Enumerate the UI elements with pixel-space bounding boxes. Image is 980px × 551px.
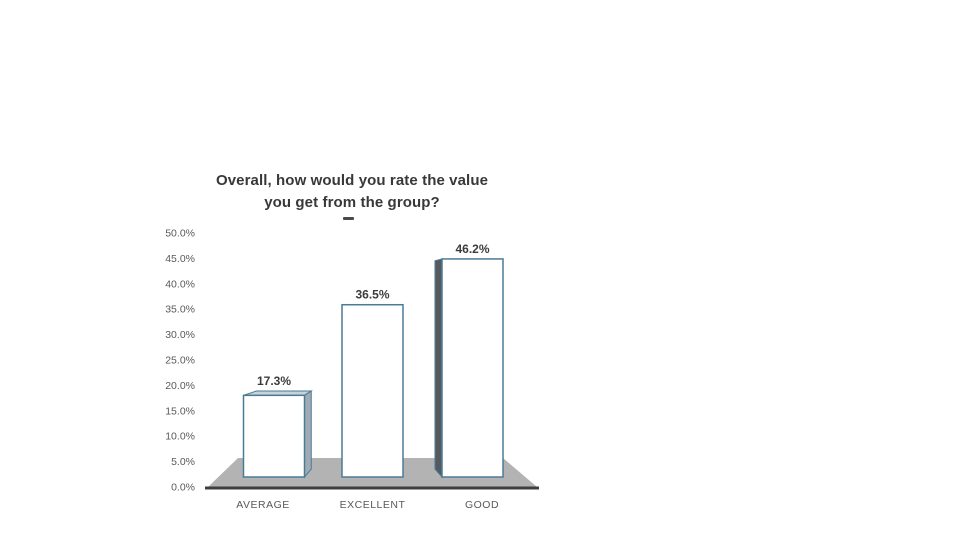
bar-excellent <box>341 303 404 478</box>
bar-side-face <box>434 258 443 479</box>
bar-good <box>441 258 504 478</box>
bar-average <box>242 394 306 478</box>
chart-title-line-2: you get from the group? <box>264 194 440 211</box>
bar-side-face <box>304 390 312 479</box>
y-axis-tick-label: 45.0% <box>165 253 195 265</box>
chart-title-line-1: Overall, how would you rate the value <box>215 172 489 189</box>
y-axis-tick-label: 50.0% <box>165 228 195 240</box>
y-axis-tick-label: 0.0% <box>171 482 195 494</box>
y-axis-tick-label: 30.0% <box>165 329 195 341</box>
bar-data-label: 17.3% <box>257 374 291 388</box>
title-dash <box>343 217 354 220</box>
x-axis-category-label: GOOD <box>465 499 499 511</box>
y-axis-tick-label: 35.0% <box>165 304 195 316</box>
y-axis-tick-label: 25.0% <box>165 355 195 367</box>
x-axis-category-label: EXCELLENT <box>340 499 406 511</box>
y-axis-tick-label: 40.0% <box>165 278 195 290</box>
y-axis-tick-label: 20.0% <box>165 380 195 392</box>
y-axis-tick-label: 5.0% <box>171 456 195 468</box>
y-axis-tick-label: 10.0% <box>165 431 195 443</box>
bar-data-label: 36.5% <box>355 288 389 302</box>
x-axis-category-label: AVERAGE <box>236 499 290 511</box>
y-axis-tick-label: 15.0% <box>165 405 195 417</box>
bar-data-label: 46.2% <box>455 242 489 256</box>
chart-title: Overall, how would you rate the value yo… <box>192 170 512 214</box>
